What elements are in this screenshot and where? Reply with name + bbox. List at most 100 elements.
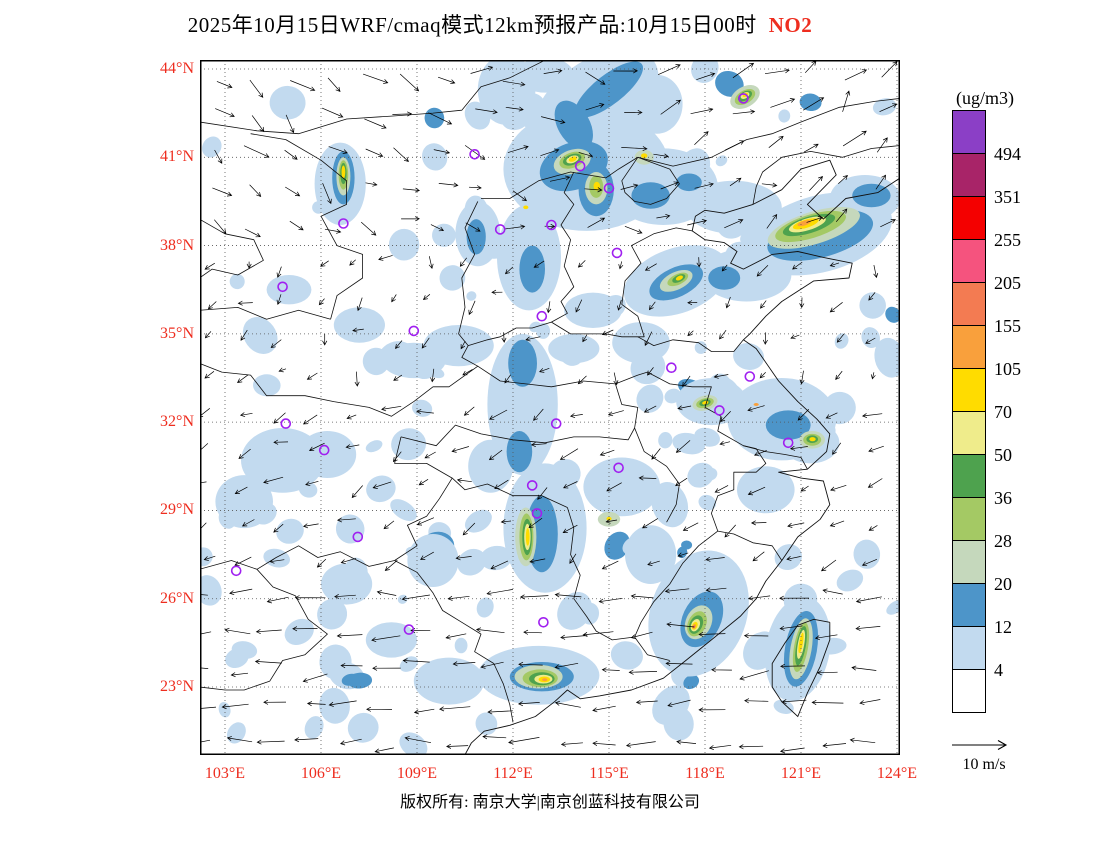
pollution-speckle xyxy=(412,399,433,417)
page-title: 2025年10月15日WRF/cmaq模式12km预报产品:10月15日00时 N… xyxy=(0,9,1000,39)
pollution-patch xyxy=(631,74,683,134)
province-border xyxy=(615,383,680,523)
pollution-patch xyxy=(564,292,622,328)
pollution-patch xyxy=(568,156,577,162)
province-border xyxy=(634,530,719,638)
legend-tick-label: 20 xyxy=(994,574,1012,594)
pollution-speckle xyxy=(226,722,246,744)
pollution-speckle xyxy=(454,637,468,654)
lat-axis-label: 32°N xyxy=(160,413,194,431)
pollution-speckle xyxy=(733,343,765,370)
legend-colorbar xyxy=(952,110,986,713)
city-marker xyxy=(611,247,623,259)
pollution-speckle xyxy=(476,597,494,618)
lon-axis-label: 121°E xyxy=(780,765,822,782)
pollution-patch xyxy=(215,475,273,529)
pollution-speckle xyxy=(276,518,304,544)
pollution-patch xyxy=(321,563,373,605)
legend-tick-label: 12 xyxy=(994,617,1012,637)
pollution-speckle xyxy=(253,374,281,397)
city-marker xyxy=(230,565,242,577)
pollution-speckle xyxy=(853,539,881,569)
city-marker xyxy=(277,281,288,293)
pollution-patch xyxy=(298,431,357,478)
pollution-speckle xyxy=(687,462,715,488)
city-marker xyxy=(666,362,677,374)
legend-color-box xyxy=(952,368,986,412)
pollution-speckle xyxy=(202,136,222,158)
province-border xyxy=(481,98,900,199)
lon-axis-label: 112°E xyxy=(493,765,533,782)
pollution-patch xyxy=(708,266,741,290)
city-marker xyxy=(352,531,364,543)
city-marker xyxy=(494,224,506,235)
legend-tick-label: 28 xyxy=(994,531,1012,551)
lat-axis-label: 23°N xyxy=(160,678,194,696)
lat-axis-label: 29°N xyxy=(160,501,194,519)
legend-color-box xyxy=(952,196,986,240)
pollution-speckle xyxy=(466,291,477,301)
legend-tick-label: 4 xyxy=(994,660,1003,680)
pollution-speckle xyxy=(715,155,728,167)
pollution-speckle xyxy=(388,228,420,261)
pollution-patch xyxy=(381,342,446,379)
title-text: 2025年10月15日WRF/cmaq模式12km预报产品:10月15日00时 xyxy=(187,13,757,37)
pollution-speckle xyxy=(200,547,213,567)
pollution-speckle xyxy=(774,544,802,571)
pollution-patch xyxy=(542,678,548,682)
legend-color-box xyxy=(952,540,986,584)
city-marker xyxy=(538,616,549,628)
pollution-speckle xyxy=(319,644,352,680)
city-marker-layer xyxy=(230,93,794,635)
pollution-speckle xyxy=(872,98,897,116)
pollution-speckle xyxy=(694,341,707,354)
pollution-speckle xyxy=(341,673,359,686)
pollution-patch xyxy=(554,100,593,150)
legend-tick-label: 494 xyxy=(994,144,1021,164)
pollution-patch xyxy=(809,437,816,442)
pollution-patch xyxy=(641,153,648,159)
lon-axis-label: 109°E xyxy=(396,765,438,782)
pollution-speckle xyxy=(604,531,631,560)
province-border xyxy=(743,445,808,470)
wind-arrows xyxy=(200,60,898,754)
pollution-speckle xyxy=(335,514,365,544)
pollution-patch xyxy=(466,219,486,255)
pollution-patch xyxy=(548,333,600,364)
pollution-speckle xyxy=(836,569,864,592)
province-border xyxy=(752,145,900,205)
lat-axis-label: 26°N xyxy=(160,589,194,607)
pollution-patch xyxy=(798,632,804,654)
lon-axis-label: 115°E xyxy=(589,765,629,782)
pollution-patch xyxy=(676,173,702,192)
pollution-patch xyxy=(625,525,677,584)
pollution-speckle xyxy=(457,548,487,576)
legend-color-box xyxy=(952,282,986,326)
province-border xyxy=(200,569,328,691)
pollution-speckle xyxy=(610,641,643,670)
pollution-patch xyxy=(506,431,533,473)
city-marker xyxy=(574,160,586,172)
province-border xyxy=(551,227,693,338)
pollution-speckle xyxy=(422,143,448,171)
pollution-speckle xyxy=(366,475,396,503)
pollution-patch xyxy=(685,180,782,234)
pollution-speckle xyxy=(651,481,689,528)
pollution-speckle xyxy=(681,540,693,550)
pollution-patch xyxy=(413,657,485,705)
legend-color-box xyxy=(952,239,986,283)
pollution-patch xyxy=(852,183,891,208)
pollution-patch xyxy=(631,182,670,209)
pollution-speckle xyxy=(480,545,512,571)
pollution-patch xyxy=(525,528,530,546)
legend-color-box xyxy=(952,669,986,713)
pollution-speckle xyxy=(698,494,717,511)
pollution-speckle xyxy=(229,273,245,290)
legend-tick-label: 351 xyxy=(994,187,1021,207)
province-border xyxy=(250,133,363,320)
pollution-speckle xyxy=(218,702,231,718)
pollution-patch xyxy=(574,61,644,118)
legend-color-box xyxy=(952,153,986,197)
legend-color-box xyxy=(952,411,986,455)
